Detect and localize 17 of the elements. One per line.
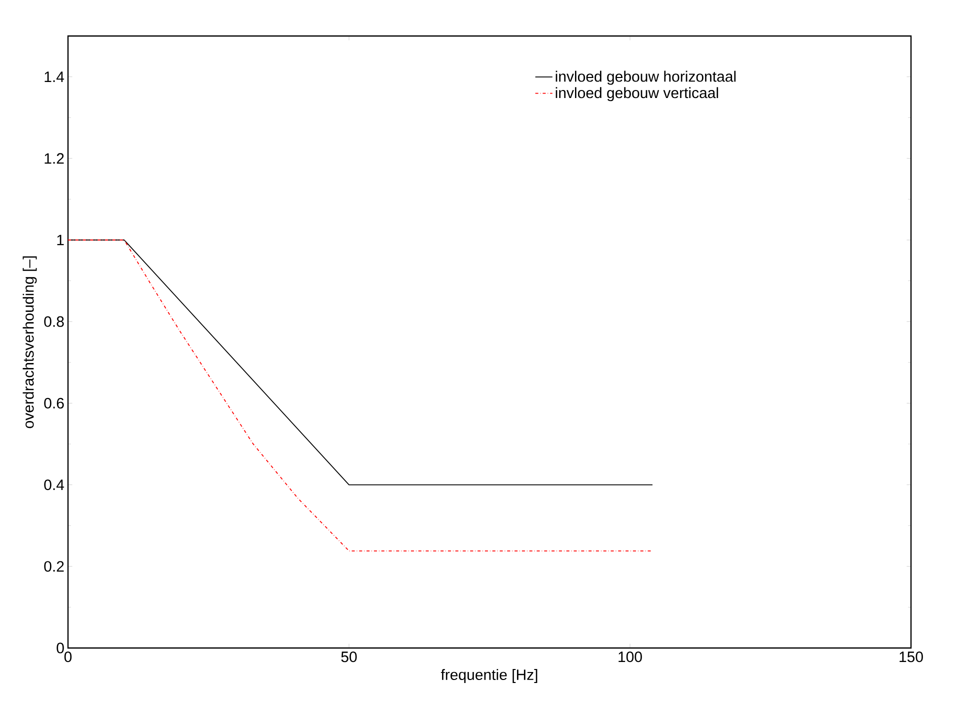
y-tick-label: 0.4 (44, 479, 64, 490)
x-tick-label: 100 (618, 652, 642, 662)
legend-label: invloed gebouw verticaal (556, 87, 718, 102)
x-tick-label: 50 (341, 652, 357, 662)
line-series (68, 240, 653, 552)
y-tick-label: 0.6 (44, 398, 64, 409)
legend-label: invloed gebouw horizontaal (556, 70, 736, 85)
y-tick-label: 0.8 (44, 316, 64, 327)
y-tick-label: 0.2 (44, 561, 64, 572)
x-axis-title: frequentie [Hz] (440, 669, 538, 683)
y-tick-label: 1 (57, 234, 64, 246)
x-tick-label: 0 (64, 652, 72, 662)
y-axis-title: overdrachtsverhouding [–] (22, 256, 37, 428)
y-tick-label: 0 (56, 642, 64, 654)
y-tick-label: 1.2 (44, 153, 64, 164)
y-tick-label: 1.4 (44, 72, 64, 82)
x-tick-label: 150 (900, 652, 923, 662)
